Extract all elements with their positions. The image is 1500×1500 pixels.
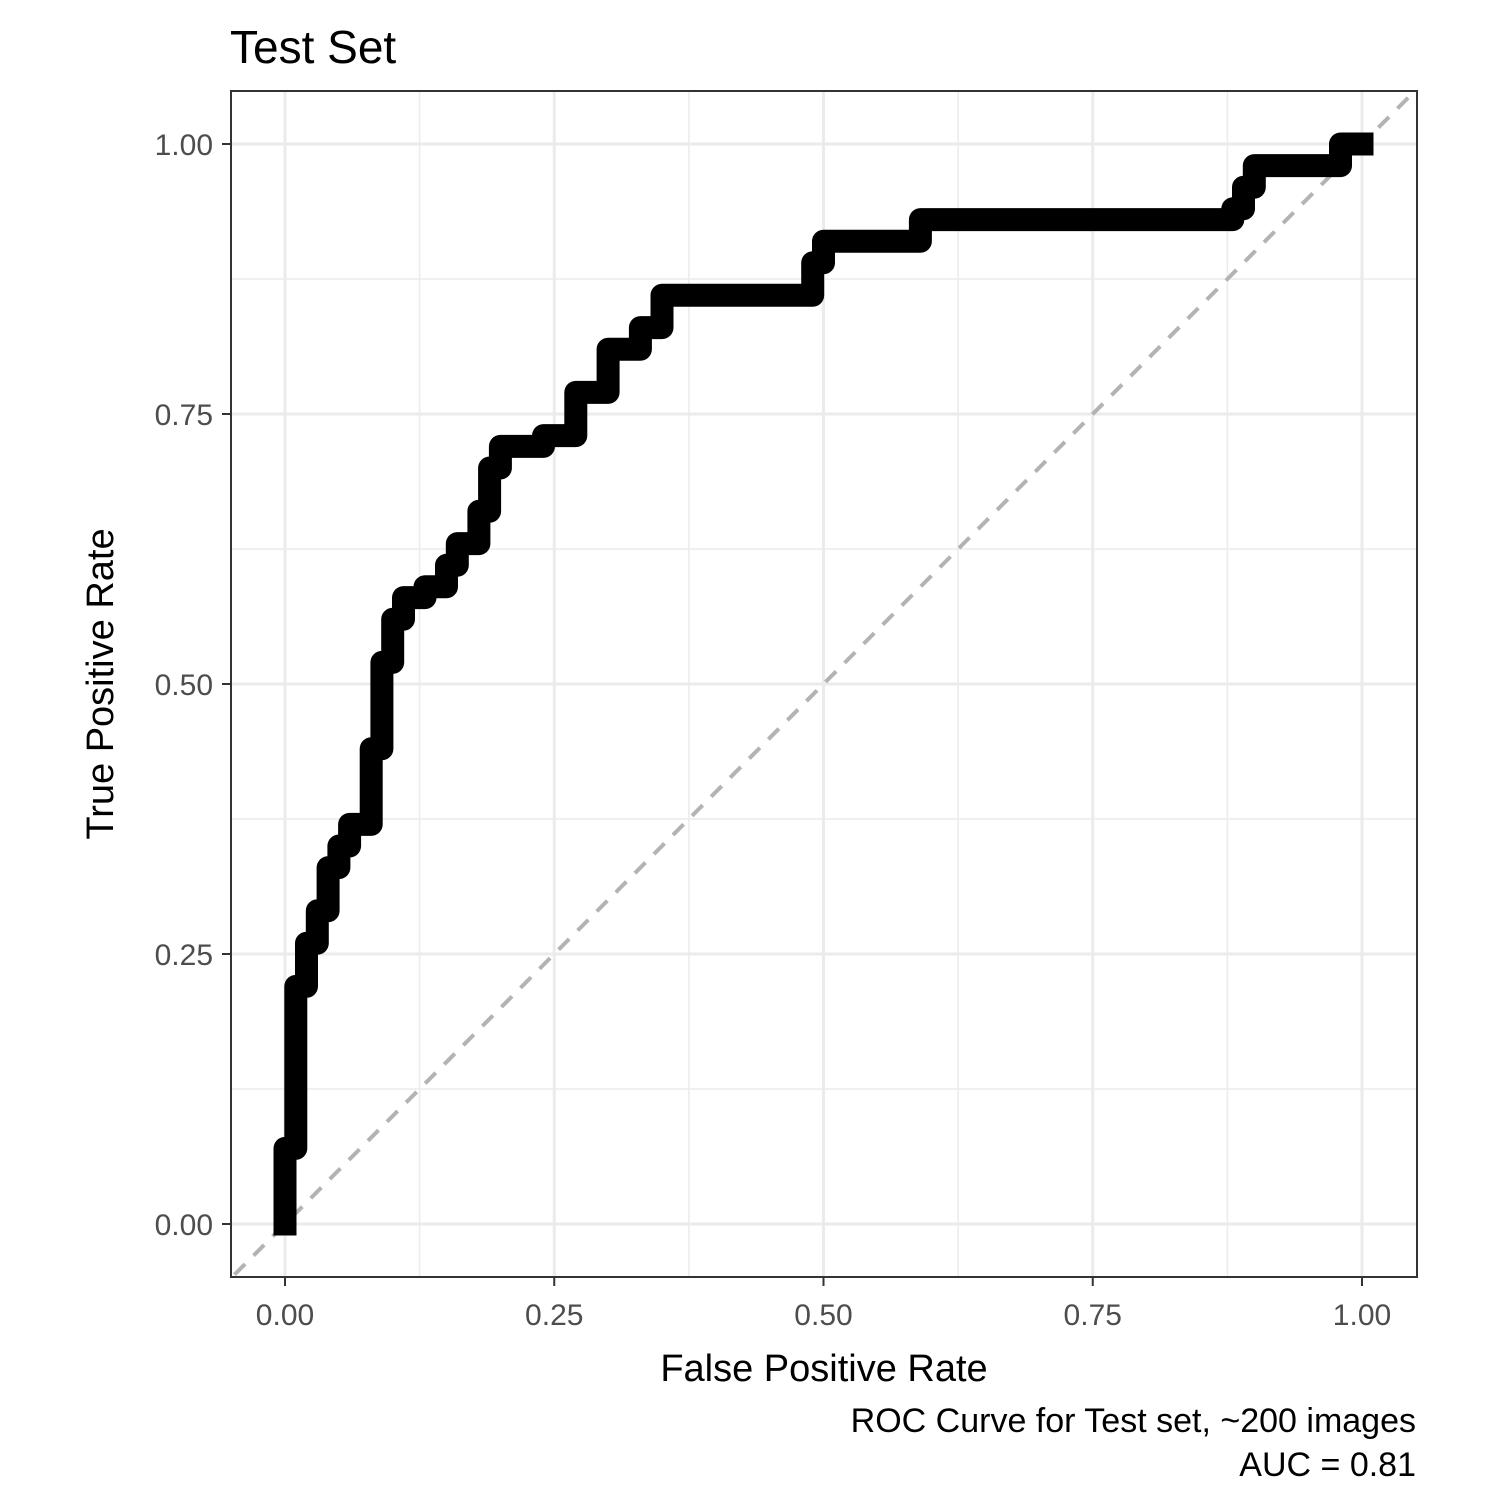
- y-tick-label: 0.50: [155, 669, 213, 702]
- y-tick-label: 0.25: [155, 939, 213, 972]
- chance-diagonal-line: [231, 91, 1417, 1277]
- x-tick-label: 0.25: [525, 1299, 583, 1332]
- y-tick-label: 1.00: [155, 129, 213, 162]
- y-tick-label: 0.00: [155, 1209, 213, 1242]
- y-tick-label: 0.75: [155, 399, 213, 432]
- chart-title: Test Set: [230, 21, 396, 73]
- x-tick-label: 1.00: [1333, 1299, 1391, 1332]
- x-axis: 0.00 0.25 0.50 0.75 1.00: [256, 1277, 1391, 1332]
- x-tick-label: 0.00: [256, 1299, 314, 1332]
- roc-curve-line: [273, 132, 1374, 1236]
- caption-line-2: AUC = 0.81: [1239, 1446, 1416, 1484]
- x-tick-label: 0.75: [1064, 1299, 1122, 1332]
- x-tick-label: 0.50: [794, 1299, 852, 1332]
- y-axis-title: True Positive Rate: [80, 528, 122, 839]
- caption-line-1: ROC Curve for Test set, ~200 images: [851, 1402, 1416, 1440]
- y-axis: 0.00 0.25 0.50 0.75 1.00: [155, 129, 231, 1242]
- x-axis-title: False Positive Rate: [660, 1348, 987, 1390]
